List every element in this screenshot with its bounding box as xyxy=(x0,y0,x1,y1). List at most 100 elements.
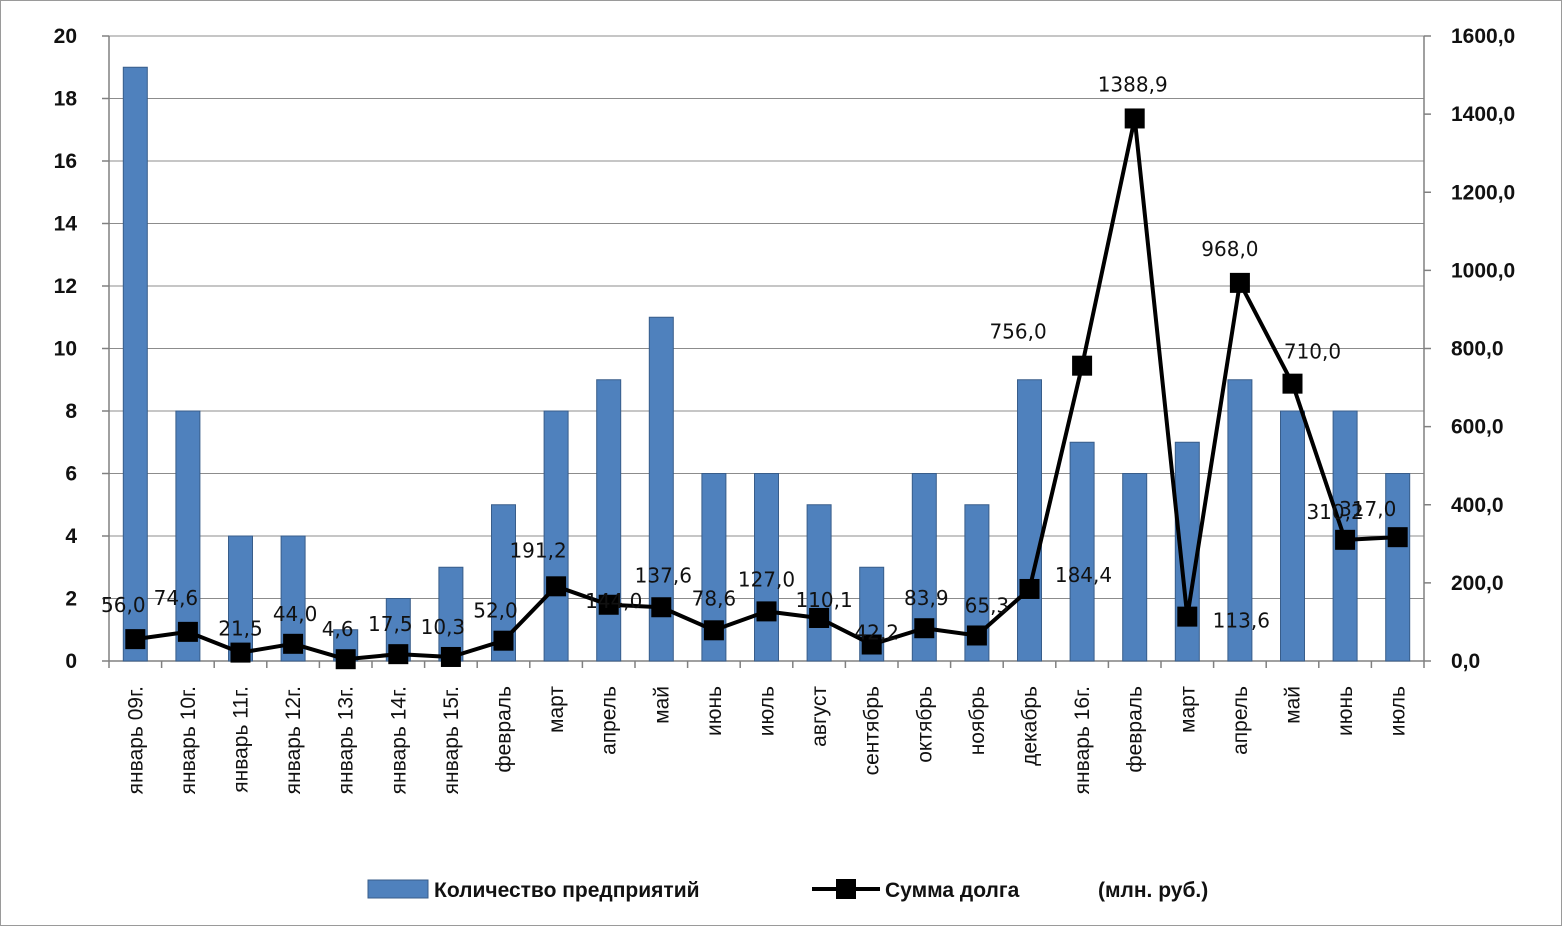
data-label: 184,4 xyxy=(1055,563,1112,587)
y-right-tick-label: 800,0 xyxy=(1451,338,1504,361)
y-right-tick-label: 200,0 xyxy=(1451,572,1504,595)
data-label: 137,6 xyxy=(635,563,692,587)
y-left-tick-label: 4 xyxy=(65,525,77,548)
line-marker xyxy=(1282,373,1303,394)
bar xyxy=(596,379,622,662)
legend-line-label: Сумма долга xyxy=(885,879,1020,902)
category-label: январь 16г. xyxy=(1071,686,1094,794)
bar xyxy=(1280,410,1305,662)
line-marker xyxy=(703,620,724,641)
category-label: январь 09г. xyxy=(124,686,147,794)
line-marker xyxy=(546,576,567,597)
bar xyxy=(1069,441,1095,662)
data-label: 74,6 xyxy=(154,586,199,610)
data-label: 968,0 xyxy=(1201,237,1258,261)
line-marker xyxy=(598,594,619,615)
data-label: 127,0 xyxy=(738,567,795,591)
y-left-tick-label: 10 xyxy=(54,338,77,361)
bar xyxy=(543,410,569,662)
line-marker xyxy=(388,644,409,665)
line-marker xyxy=(1124,108,1145,129)
data-label: 317,0 xyxy=(1339,497,1396,521)
category-label: январь 10г. xyxy=(177,686,200,794)
bar xyxy=(228,535,253,662)
y-left-tick-label: 0 xyxy=(65,650,77,673)
line-marker xyxy=(756,601,777,622)
bar xyxy=(806,504,832,662)
category-label: февраль xyxy=(493,686,516,773)
category-label: май xyxy=(650,686,673,724)
data-label: 17,5 xyxy=(368,612,413,636)
data-label: 4,6 xyxy=(322,617,354,641)
category-label: ноябрь xyxy=(966,686,989,755)
line-marker xyxy=(651,597,672,618)
y-left-tick-label: 2 xyxy=(65,588,77,611)
bar xyxy=(438,566,464,662)
y-right-tick-label: 0,0 xyxy=(1451,650,1480,673)
line-marker xyxy=(335,649,356,670)
y-right-tick-label: 1600,0 xyxy=(1451,25,1515,48)
data-label: 710,0 xyxy=(1284,340,1341,364)
line-marker xyxy=(1387,527,1408,548)
y-left-tick-label: 18 xyxy=(54,88,78,111)
category-label: февраль xyxy=(1124,686,1147,773)
line-marker xyxy=(809,607,830,628)
category-label: декабрь xyxy=(1019,686,1042,766)
line-marker xyxy=(1019,578,1040,599)
line-marker xyxy=(1072,355,1093,376)
data-label: 191,2 xyxy=(509,538,566,562)
line-marker xyxy=(1335,529,1356,550)
category-label: май xyxy=(1282,686,1305,724)
legend-bar-swatch xyxy=(367,879,429,899)
y-left-tick-label: 20 xyxy=(54,25,77,48)
y-left-tick-label: 6 xyxy=(65,463,77,486)
data-label: 756,0 xyxy=(989,320,1046,344)
category-label: апрель xyxy=(598,686,621,755)
category-label: август xyxy=(808,686,831,747)
category-label: март xyxy=(1176,686,1199,733)
data-label: 144,0 xyxy=(585,589,642,613)
y-right-tick-label: 1400,0 xyxy=(1451,103,1515,126)
y-right-tick-label: 1000,0 xyxy=(1451,259,1515,282)
line-marker xyxy=(125,629,146,650)
category-label: январь 11г. xyxy=(230,686,253,793)
category-label: январь 14г. xyxy=(387,686,410,794)
line-marker xyxy=(493,630,514,651)
category-label: июнь xyxy=(1334,686,1357,736)
line-marker xyxy=(861,634,882,655)
bar xyxy=(122,66,148,662)
y-right-tick-label: 600,0 xyxy=(1451,416,1504,439)
data-label: 110,1 xyxy=(795,588,852,612)
data-label: 310,2 xyxy=(1306,500,1363,524)
bar xyxy=(1017,379,1042,662)
y-right-tick-label: 1200,0 xyxy=(1451,181,1515,204)
data-label: 113,6 xyxy=(1213,609,1270,633)
data-label: 56,0 xyxy=(101,593,146,617)
category-label: апрель xyxy=(1229,686,1252,755)
line-marker xyxy=(914,618,935,639)
bar xyxy=(175,410,201,662)
legend-unit-note: (млн. руб.) xyxy=(1098,879,1208,902)
bar xyxy=(754,473,779,662)
category-label: июль xyxy=(756,686,779,736)
line-marker xyxy=(230,642,251,663)
bar xyxy=(1122,473,1148,662)
category-label: январь 15г. xyxy=(440,686,463,794)
line-marker xyxy=(283,633,304,654)
legend: Количество предприятий Сумма долга (млн. р… xyxy=(367,879,1208,902)
bar xyxy=(1227,379,1253,662)
line-marker xyxy=(966,625,987,646)
category-label: июнь xyxy=(703,686,726,736)
bar xyxy=(1385,473,1411,662)
line-marker xyxy=(1177,606,1198,627)
data-label: 21,5 xyxy=(218,617,263,641)
data-label: 44,0 xyxy=(273,602,318,626)
y-left-tick-label: 14 xyxy=(54,213,78,236)
data-label: 1388,9 xyxy=(1098,72,1168,96)
category-label: октябрь xyxy=(913,686,936,763)
category-label: июль xyxy=(1387,686,1410,736)
data-label: 83,9 xyxy=(904,586,949,610)
y-left-tick-label: 8 xyxy=(65,400,77,423)
category-label: март xyxy=(545,686,568,733)
